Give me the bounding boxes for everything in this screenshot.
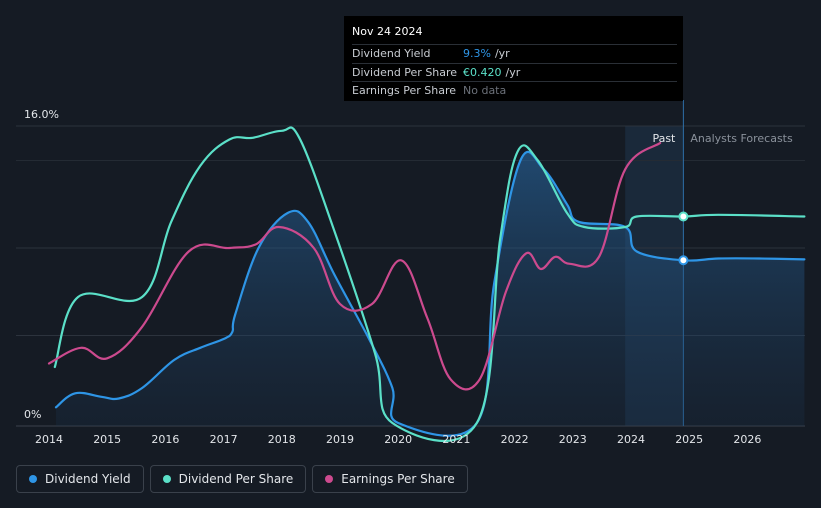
legend-dot-icon — [162, 475, 171, 483]
x-tick-label: 2025 — [675, 433, 703, 446]
x-tick-label: 2024 — [617, 433, 645, 446]
tooltip-label: Dividend Yield — [352, 47, 431, 61]
legend-label: Dividend Yield — [45, 472, 131, 486]
legend-label: Earnings Per Share — [341, 472, 455, 486]
y-axis-top-label: 16.0% — [24, 108, 59, 121]
x-tick-label: 2014 — [35, 433, 63, 446]
x-tick-label: 2022 — [501, 433, 529, 446]
legend-item-dividend-per-share[interactable]: Dividend Per Share — [149, 465, 307, 493]
x-tick-label: 2018 — [268, 433, 296, 446]
tooltip-row-dividend-per-share: Dividend Per Share €0.420 /yr — [352, 62, 677, 82]
forecast-label: Analysts Forecasts — [690, 132, 793, 145]
legend: Dividend Yield Dividend Per Share Earnin… — [16, 465, 468, 493]
tooltip-row-earnings-per-share: Earnings Per Share No data — [352, 81, 677, 100]
series-line-dividend-per-share — [53, 126, 806, 442]
label-layer: 16.0% 0% Past Analysts Forecasts 2014 2015 201… — [24, 108, 793, 446]
tooltip-unit: /yr — [494, 47, 510, 61]
x-tick-label: 2017 — [210, 433, 238, 446]
chart: 16.0% 0% Past Analysts Forecasts 2014 2015 201… — [16, 100, 806, 446]
tooltip-date: Nov 24 2024 — [352, 25, 423, 38]
tooltip-unit: /yr — [505, 65, 521, 79]
hover-marker-dividend-per-share — [678, 211, 689, 222]
x-tick-label: 2019 — [326, 433, 354, 446]
x-tick-label: 2021 — [442, 433, 470, 446]
tooltip-label: Dividend Per Share — [352, 65, 458, 79]
tooltip-row-dividend-yield: Dividend Yield 9.3% /yr — [352, 44, 677, 63]
x-tick-label: 2020 — [384, 433, 412, 446]
tooltip-label: Earnings Per Share — [352, 84, 457, 98]
series-line-earnings-per-share — [47, 141, 662, 391]
legend-label: Dividend Per Share — [178, 472, 294, 486]
legend-dot-icon — [29, 475, 37, 483]
line-layer — [47, 126, 806, 442]
legend-item-earnings-per-share[interactable]: Earnings Per Share — [312, 465, 468, 493]
x-tick-label: 2023 — [559, 433, 587, 446]
area-layer — [56, 151, 805, 436]
tooltip-nodata: No data — [463, 84, 507, 98]
x-tick-label: 2015 — [93, 433, 121, 446]
tooltip: Nov 24 2024 Dividend Yield 9.3% /yr Divi… — [344, 16, 683, 101]
series-area-dividend-yield — [56, 151, 805, 436]
past-label: Past — [652, 132, 676, 145]
hover-marker-dividend-yield — [678, 255, 689, 266]
tooltip-value: 9.3% — [463, 47, 491, 61]
y-axis-bottom-label: 0% — [24, 408, 41, 421]
x-tick-label: 2016 — [151, 433, 179, 446]
tooltip-value: €0.420 — [463, 65, 502, 79]
x-tick-label: 2026 — [733, 433, 761, 446]
legend-item-dividend-yield[interactable]: Dividend Yield — [16, 465, 144, 493]
legend-dot-icon — [325, 475, 334, 483]
